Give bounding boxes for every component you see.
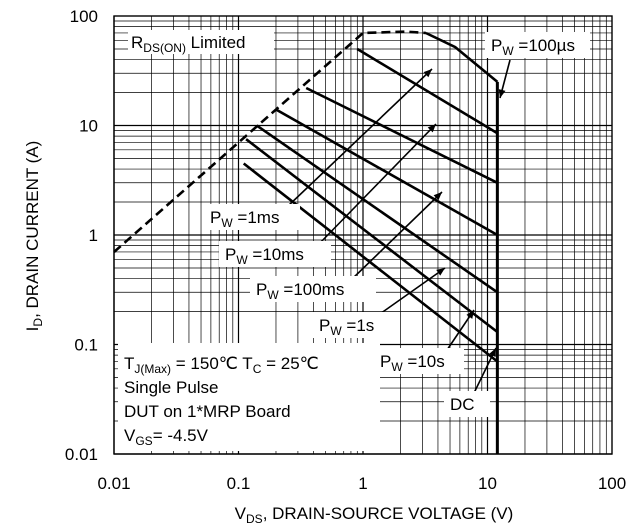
series-group xyxy=(113,30,499,454)
y-axis-title: ID, DRAIN CURRENT (A) xyxy=(23,141,45,332)
curve-1s xyxy=(255,124,499,294)
arrow-100ms xyxy=(349,191,443,282)
curve-100us xyxy=(425,31,499,83)
x-axis-title: VDS, DRAIN-SOURCE VOLTAGE (V) xyxy=(235,504,514,526)
x-tick-label: 0.1 xyxy=(227,474,251,493)
arrow-10s-head xyxy=(466,310,474,319)
arrow-10s xyxy=(444,309,475,354)
curve-1ms xyxy=(356,47,499,135)
label-10ms: PW =10ms xyxy=(225,245,304,267)
x-tick-label: 10 xyxy=(478,474,497,493)
arrow-1ms xyxy=(286,68,433,208)
x-tick-label: 100 xyxy=(598,474,626,493)
curve-10ms xyxy=(305,86,498,184)
rds-limit-label: RDS(ON) Limited xyxy=(131,33,245,55)
x-axis-title-sub: DS xyxy=(246,512,263,526)
label-100ms: PW =100ms xyxy=(256,280,344,302)
label-dc: DC xyxy=(450,395,475,414)
arrow-1s xyxy=(376,267,446,317)
annotation-vgs: VGS= -4.5V xyxy=(124,426,209,448)
arrow-100us-head xyxy=(498,89,506,98)
annotation-dut-board: DUT on 1*MRP Board xyxy=(124,402,291,421)
annotation-single-pulse: Single Pulse xyxy=(124,378,219,397)
label-100us: PW =100µs xyxy=(491,36,575,58)
y-tick-label: 0.01 xyxy=(65,445,98,464)
y-tick-label: 0.1 xyxy=(74,336,98,355)
arrow-dc-head xyxy=(489,348,496,357)
y-tick-label: 1 xyxy=(89,226,98,245)
arrow-1ms-head xyxy=(423,69,432,78)
curve-100ms xyxy=(275,108,499,237)
arrow-dc xyxy=(473,347,497,394)
curve-10s xyxy=(245,138,499,334)
plot-border xyxy=(113,15,613,455)
label-1s: PW =1s xyxy=(319,316,374,338)
x-tick-label: 0.01 xyxy=(97,474,130,493)
arrow-10ms-head xyxy=(427,124,436,133)
arrow-1s-head xyxy=(436,268,445,276)
rds-limit-line xyxy=(113,30,426,253)
y-tick-label: 100 xyxy=(70,7,98,26)
plot-frame xyxy=(113,15,613,455)
curve-dc xyxy=(242,162,499,363)
label-10s: PW =10s xyxy=(380,352,445,374)
y-tick-label: 10 xyxy=(79,117,98,136)
annotation-temperature: TJ(Max) = 150℃ TC = 25℃ xyxy=(124,354,319,376)
arrow-10ms xyxy=(317,123,437,246)
arrows-group xyxy=(286,59,511,394)
arrow-100ms-head xyxy=(433,192,442,201)
tick-labels: 0.01 0.1 1 10 100 0.01 0.1 1 10 100 xyxy=(65,7,626,493)
label-1ms: PW =1ms xyxy=(210,208,279,230)
x-tick-label: 1 xyxy=(358,474,367,493)
